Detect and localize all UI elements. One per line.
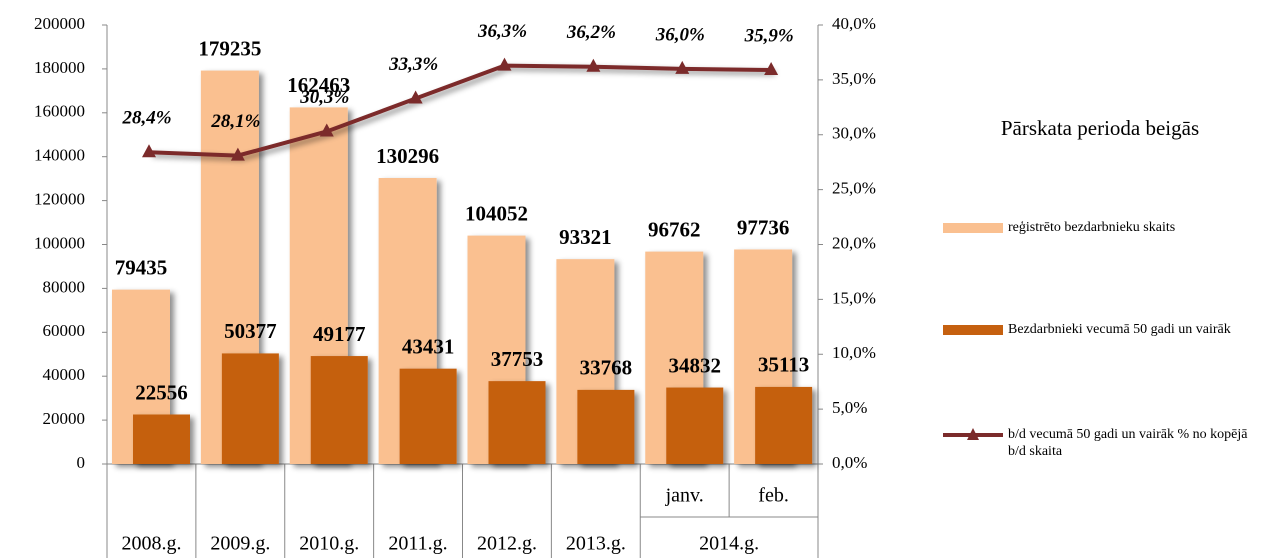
- data-label: 30,3%: [299, 87, 349, 108]
- y2-tick-label: 35,0%: [832, 69, 876, 88]
- x-group-label: 2012.g.: [477, 533, 537, 555]
- x-tick-label: janv.: [665, 485, 704, 507]
- line-marker: [586, 58, 601, 72]
- x-group-label: 2008.g.: [121, 533, 181, 555]
- y-tick-label: 180000: [34, 58, 85, 77]
- bar: [310, 356, 368, 464]
- y2-tick-label: 25,0%: [832, 179, 876, 198]
- y-tick-label: 0: [77, 453, 86, 472]
- y2-tick-label: 10,0%: [832, 343, 876, 362]
- y2-tick-label: 20,0%: [832, 233, 876, 252]
- data-label: 43431: [402, 334, 455, 358]
- y2-tick-label: 0,0%: [832, 453, 867, 472]
- data-label: 28,1%: [210, 111, 260, 132]
- y-tick-label: 140000: [34, 146, 85, 165]
- data-label: 179235: [198, 36, 261, 60]
- line-marker: [764, 61, 779, 75]
- data-label: 79435: [115, 255, 168, 279]
- data-label: 104052: [465, 201, 528, 225]
- data-label: 34832: [669, 353, 722, 377]
- x-group-label: 2010.g.: [299, 533, 359, 555]
- data-label: 36,2%: [566, 22, 616, 43]
- bar: [577, 389, 635, 464]
- data-label: 22556: [135, 380, 188, 404]
- bar: [755, 386, 813, 464]
- x-group-label: 2014.g.: [699, 533, 759, 555]
- legend-swatch: [943, 223, 1003, 233]
- bar: [488, 381, 546, 464]
- line: [148, 63, 772, 158]
- data-label: 162463: [287, 73, 350, 97]
- y2-tick-label: 40,0%: [832, 14, 876, 33]
- bar: [666, 387, 724, 464]
- y2-tick-label: 15,0%: [832, 288, 876, 307]
- y2-tick-label: 5,0%: [832, 398, 867, 417]
- x-tick-label: feb.: [758, 485, 789, 507]
- y-tick-label: 60000: [43, 321, 86, 340]
- data-label: 37753: [491, 347, 544, 371]
- y-tick-label: 200000: [34, 14, 85, 33]
- y-tick-label: 160000: [34, 102, 85, 121]
- legend-label: b/d vecumā 50 gadi un vairāk % no kopējā…: [1008, 427, 1248, 459]
- data-label: 35113: [758, 353, 809, 377]
- y-tick-label: 40000: [43, 365, 86, 384]
- data-label: 49177: [313, 322, 366, 346]
- data-label: 28,4%: [121, 108, 171, 129]
- data-label: 36,3%: [477, 21, 527, 42]
- data-label: 130296: [376, 144, 439, 168]
- line-marker: [230, 147, 245, 161]
- y2-tick-label: 30,0%: [832, 124, 876, 143]
- data-label: 50377: [224, 319, 277, 343]
- data-label: 96762: [648, 217, 701, 241]
- legend-swatch-marker: [967, 428, 979, 440]
- x-group-label: 2013.g.: [566, 533, 626, 555]
- data-label: 33768: [580, 356, 633, 380]
- line-marker: [408, 90, 423, 104]
- legend-title: Pārskata perioda beigās: [1001, 116, 1199, 140]
- data-label: 35,9%: [744, 25, 794, 46]
- data-label: 97736: [737, 215, 790, 239]
- bar: [399, 368, 457, 464]
- y-tick-label: 100000: [34, 233, 85, 252]
- data-label: 93321: [559, 225, 612, 249]
- data-label: 36,0%: [655, 24, 705, 45]
- y-tick-label: 20000: [43, 409, 86, 428]
- legend-label: Bezdarbnieki vecumā 50 gadi un vairāk: [1008, 322, 1231, 337]
- data-label: 33,3%: [388, 54, 438, 75]
- y-tick-label: 120000: [34, 190, 85, 209]
- bar: [133, 414, 190, 464]
- x-group-label: 2011.g.: [388, 533, 447, 555]
- line-marker: [497, 57, 512, 71]
- legend-swatch: [943, 325, 1003, 335]
- bar: [221, 353, 279, 464]
- line-marker: [319, 123, 334, 137]
- line-marker: [142, 144, 156, 158]
- x-group-label: 2009.g.: [210, 533, 270, 555]
- legend-label: reģistrēto bezdarbnieku skaits: [1008, 220, 1176, 235]
- line-marker: [675, 60, 690, 74]
- y-tick-label: 80000: [43, 277, 86, 296]
